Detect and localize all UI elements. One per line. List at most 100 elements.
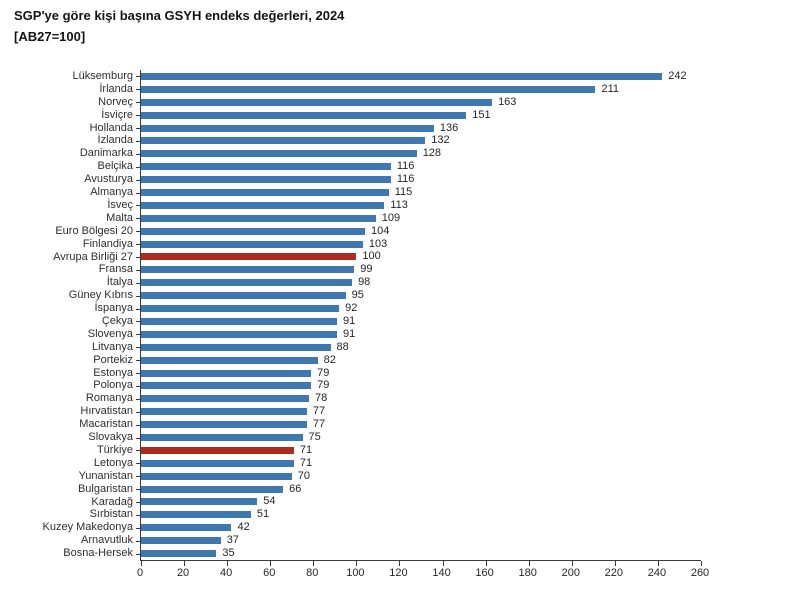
bar-value-label: 151	[472, 108, 491, 121]
bar-value-label: 98	[358, 276, 371, 289]
bar-row: 116	[141, 173, 701, 186]
bar-highlighted	[141, 446, 294, 454]
y-tick	[136, 179, 141, 181]
y-tick	[136, 347, 141, 349]
bar	[141, 382, 312, 390]
plot-area: 242 211 163 151 136 132 128 116 116 115 113 109 104 1…	[136, 70, 702, 566]
bar-row: 88	[141, 341, 701, 354]
category-label: Finlandiya	[82, 237, 133, 250]
y-tick	[136, 282, 141, 284]
bar-value-label: 163	[498, 95, 517, 108]
y-tick	[136, 89, 141, 91]
category-label: Estonya	[93, 366, 133, 379]
x-tick	[701, 561, 702, 566]
y-tick	[136, 76, 141, 78]
bar-row: 91	[141, 328, 701, 341]
x-tick	[485, 561, 487, 566]
bar-row: 99	[141, 263, 701, 276]
y-tick	[136, 102, 141, 104]
category-label: Slovakya	[88, 431, 133, 444]
y-tick	[136, 115, 141, 117]
bar	[141, 111, 467, 119]
category-label: Güney Kıbrıs	[68, 289, 133, 302]
bar-row: 163	[141, 96, 701, 109]
category-label: İrlanda	[99, 82, 133, 95]
bar	[141, 305, 340, 313]
x-tick-label: 240	[647, 567, 667, 579]
category-label: İzlanda	[97, 134, 133, 147]
x-tick-label: 160	[475, 567, 494, 579]
bar-row: 71	[141, 444, 701, 457]
bar	[141, 498, 258, 506]
x-tick-label: 20	[176, 567, 190, 579]
x-tick	[528, 561, 530, 566]
bar-value-label: 92	[345, 302, 358, 315]
x-tick	[184, 561, 186, 566]
bar-value-label: 70	[297, 469, 311, 482]
category-label: Almanya	[90, 186, 133, 199]
bar-row: 109	[141, 212, 701, 225]
bar	[141, 408, 307, 416]
bar	[141, 98, 493, 106]
y-tick	[136, 128, 141, 130]
bar-value-label: 54	[263, 495, 276, 508]
bar-value-label: 116	[396, 173, 415, 186]
y-tick	[136, 514, 141, 516]
bar-row: 42	[141, 521, 701, 534]
bar-row: 132	[141, 134, 701, 147]
bar-row: 113	[141, 199, 701, 212]
bar	[141, 124, 434, 132]
bar-row: 98	[141, 276, 701, 289]
bar-value-label: 77	[312, 405, 326, 418]
x-tick-label: 180	[518, 567, 537, 579]
bar-row: 78	[141, 392, 701, 405]
bar-value-label: 71	[299, 443, 313, 456]
bar-row: 66	[141, 483, 701, 496]
category-label: İspanya	[94, 302, 133, 315]
bar-row: 77	[141, 405, 701, 418]
chart-title: SGP'ye göre kişi başına GSYH endeks değe…	[14, 8, 345, 23]
category-label: İsveç	[107, 198, 133, 211]
chart-subtitle: [AB27=100]	[14, 29, 86, 44]
bar	[141, 188, 389, 196]
category-label: Macaristan	[79, 418, 133, 431]
y-tick	[136, 527, 141, 529]
bar-row: 103	[141, 238, 701, 251]
category-label: Litvanya	[92, 340, 133, 353]
bar-value-label: 51	[256, 508, 270, 521]
y-tick	[136, 385, 141, 387]
bar	[141, 485, 284, 493]
bar-value-label: 77	[312, 418, 326, 431]
category-label: Fransa	[98, 263, 133, 276]
y-tick	[136, 411, 141, 413]
y-tick	[136, 373, 141, 375]
bar	[141, 550, 217, 558]
bar-value-label: 91	[343, 327, 356, 340]
y-tick	[136, 295, 141, 297]
bar-row: 71	[141, 457, 701, 470]
category-label: Sırbistan	[89, 508, 133, 521]
x-tick-label: 120	[389, 567, 408, 579]
bar-row: 82	[141, 354, 701, 367]
bar	[141, 163, 391, 171]
y-tick	[136, 450, 141, 452]
bar-value-label: 71	[299, 456, 313, 469]
y-tick	[136, 424, 141, 426]
bar-highlighted	[141, 253, 357, 261]
bar-value-label: 103	[368, 237, 388, 250]
category-label: İtalya	[106, 276, 133, 289]
x-tick-label: 100	[346, 567, 365, 579]
bar-row: 95	[141, 289, 701, 302]
x-tick-label: 0	[136, 567, 144, 579]
y-tick	[136, 501, 141, 503]
bar-value-label: 91	[343, 314, 356, 327]
x-tick	[313, 561, 315, 566]
bar-value-label: 37	[226, 534, 239, 547]
y-tick	[136, 463, 141, 465]
bar	[141, 279, 353, 287]
y-tick	[136, 360, 141, 362]
x-tick-label: 220	[604, 567, 624, 579]
category-labels: Lüksemburg İrlanda Norveç İsviçre Hollanda İz…	[0, 70, 134, 560]
category-label: Arnavutluk	[81, 534, 133, 547]
y-tick	[136, 269, 141, 271]
